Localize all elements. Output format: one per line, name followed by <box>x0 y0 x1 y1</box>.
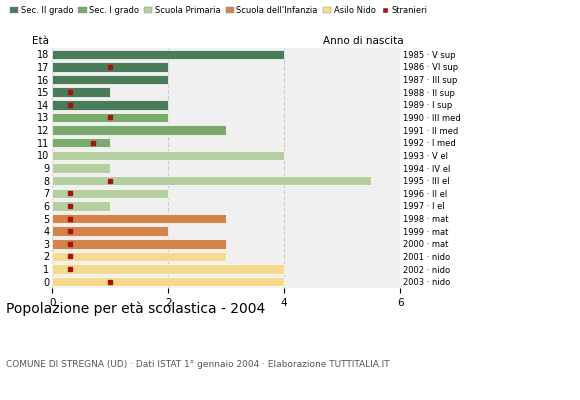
Bar <box>52 113 168 122</box>
Bar <box>52 138 110 148</box>
Text: COMUNE DI STREGNA (UD) · Dati ISTAT 1° gennaio 2004 · Elaborazione TUTTITALIA.IT: COMUNE DI STREGNA (UD) · Dati ISTAT 1° g… <box>6 360 389 369</box>
Text: Popolazione per età scolastica - 2004: Popolazione per età scolastica - 2004 <box>6 302 265 316</box>
Bar <box>52 75 168 84</box>
Bar <box>52 176 371 185</box>
Bar <box>52 226 168 236</box>
Bar <box>52 201 110 211</box>
Bar <box>52 100 168 110</box>
Legend: Sec. II grado, Sec. I grado, Scuola Primaria, Scuola dell'Infanzia, Asilo Nido, : Sec. II grado, Sec. I grado, Scuola Prim… <box>10 6 427 15</box>
Bar <box>52 277 284 286</box>
Text: Anno di nascita: Anno di nascita <box>323 36 404 46</box>
Bar <box>52 264 284 274</box>
Text: Età: Età <box>32 36 49 46</box>
Bar <box>52 188 168 198</box>
Bar <box>52 50 284 59</box>
Bar <box>52 163 110 173</box>
Bar <box>52 214 226 223</box>
Bar <box>52 88 110 97</box>
Bar <box>52 252 226 261</box>
Bar <box>52 239 226 248</box>
Bar <box>52 125 226 135</box>
Bar <box>52 62 168 72</box>
Bar <box>52 151 284 160</box>
